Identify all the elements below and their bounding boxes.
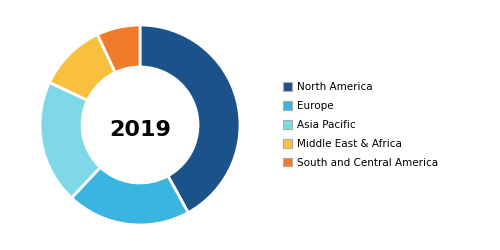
- Text: 2019: 2019: [109, 120, 171, 140]
- Wedge shape: [98, 25, 140, 72]
- Wedge shape: [50, 34, 116, 100]
- Wedge shape: [140, 25, 240, 213]
- Legend: North America, Europe, Asia Pacific, Middle East & Africa, South and Central Ame: North America, Europe, Asia Pacific, Mid…: [282, 82, 438, 168]
- Wedge shape: [40, 82, 100, 198]
- Wedge shape: [72, 167, 188, 225]
